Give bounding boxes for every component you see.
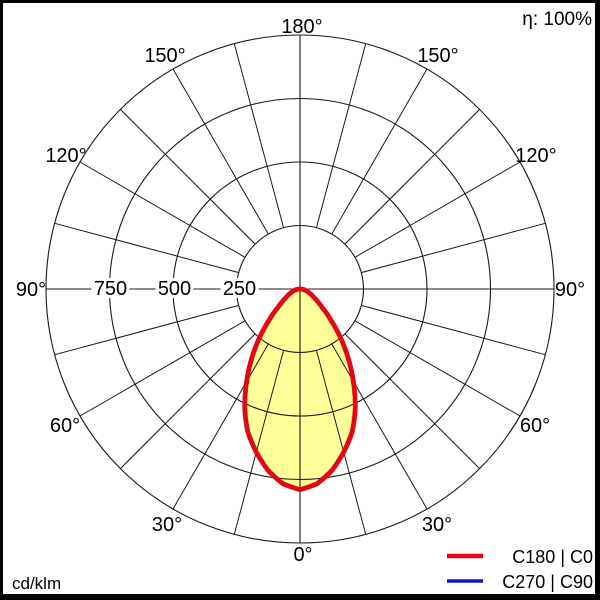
radial-tick-250: 250 xyxy=(223,278,256,300)
angle-label-60-left: 60° xyxy=(50,415,80,437)
angle-label-90-left: 90° xyxy=(16,279,46,301)
legend: C180 | C0 C270 | C90 xyxy=(447,547,593,592)
angle-label-30-left: 30° xyxy=(152,514,182,536)
legend-item-c90: C270 | C90 xyxy=(502,572,593,592)
angle-label-120-left: 120° xyxy=(45,145,86,167)
angle-label-60-right: 60° xyxy=(520,415,550,437)
efficiency-label: η: 100% xyxy=(522,9,592,30)
angle-label-150-right: 150° xyxy=(417,45,458,67)
polar-grid-layer xyxy=(45,34,555,544)
angle-label-30-right: 30° xyxy=(422,514,452,536)
angle-label-0: 0° xyxy=(293,544,312,566)
radial-tick-500: 500 xyxy=(158,278,191,300)
radial-label-mask xyxy=(91,278,130,298)
intensity-curve-layer xyxy=(242,286,358,493)
angle-label-150-left: 150° xyxy=(144,45,185,67)
label-layer: 750 500 250 0° 30° 30° 60° 60° 90° 90° 1… xyxy=(12,9,593,593)
unit-label: cd/klm xyxy=(12,574,61,593)
radial-tick-750: 750 xyxy=(94,278,127,300)
angle-label-120-right: 120° xyxy=(515,145,556,167)
radial-label-mask xyxy=(220,278,259,298)
radial-label-mask xyxy=(155,278,194,298)
legend-item-c0: C180 | C0 xyxy=(512,547,593,567)
angle-label-90-right: 90° xyxy=(555,279,585,301)
angle-label-180: 180° xyxy=(281,16,322,38)
